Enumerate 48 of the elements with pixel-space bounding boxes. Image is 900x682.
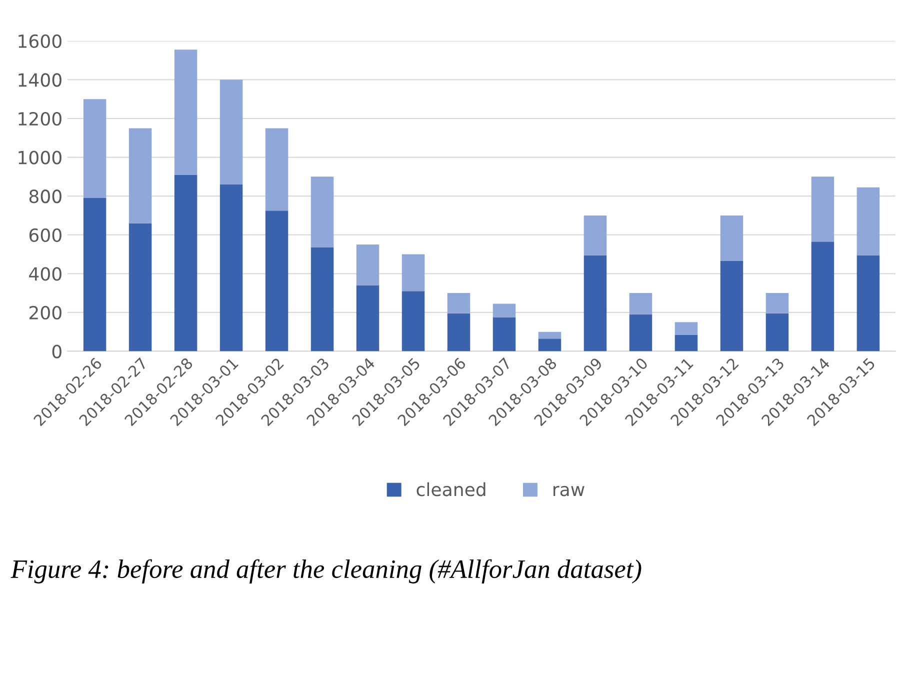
legend-label: raw: [554, 486, 584, 496]
bar: [128, 128, 152, 224]
bar: [356, 244, 380, 286]
bar: [220, 184, 243, 352]
bar: [356, 285, 380, 352]
y-tick-label: 0: [52, 344, 62, 358]
bar: [674, 334, 698, 352]
bar: [720, 261, 744, 352]
bar: [856, 255, 880, 352]
bar: [629, 314, 652, 352]
bar: [447, 293, 470, 314]
bar: [174, 174, 198, 352]
y-tick-label: 800: [29, 190, 62, 204]
bar: [492, 317, 516, 352]
bar: [310, 247, 334, 352]
bar: [811, 242, 834, 352]
y-tick-label: 400: [29, 267, 62, 281]
y-tick-label: 600: [29, 228, 62, 242]
legend-label: cleaned: [416, 482, 486, 496]
bar: [538, 332, 562, 339]
bar: [766, 293, 789, 314]
caption: Figure 4: before and after the cleaning (#AllforJan dataset): [10, 559, 642, 584]
bar: [538, 338, 562, 352]
bar: [856, 187, 880, 256]
y-tick-label: 200: [30, 306, 62, 320]
bar: [447, 313, 470, 352]
bar: [584, 255, 607, 352]
bar: [83, 198, 106, 352]
bar: [128, 223, 152, 352]
bar: [720, 215, 744, 262]
bar: [265, 128, 288, 211]
bar: [220, 80, 243, 184]
bar: [265, 210, 288, 352]
y-tick-label: 1200: [18, 112, 62, 126]
bar: [174, 50, 198, 175]
y-tick-label: 1000: [18, 150, 62, 164]
bar: [402, 291, 425, 352]
y-tick-label: 1600: [18, 34, 62, 48]
bar: [674, 322, 698, 335]
bar: [310, 176, 334, 248]
bar: [492, 304, 516, 318]
bar: [766, 313, 789, 352]
bar: [629, 293, 652, 314]
y-tick-label: 1400: [18, 73, 62, 87]
bar: [402, 254, 425, 292]
bar: [811, 176, 834, 242]
bar: [584, 215, 607, 256]
bar: [83, 99, 106, 198]
